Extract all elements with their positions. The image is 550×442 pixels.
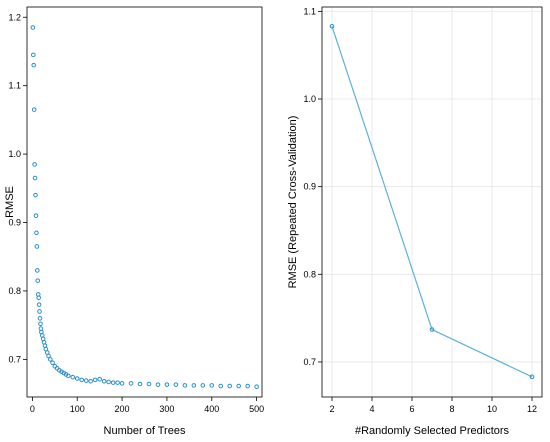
x-ticks: 2 4 6 8 10 12 xyxy=(329,397,537,414)
x-axis-label: Number of Trees xyxy=(104,425,186,437)
x-tick-label: 2 xyxy=(329,404,334,414)
y-tick-label: 0.7 xyxy=(303,357,316,367)
data-point xyxy=(529,374,535,380)
x-ticks: 0 100 200 300 400 500 xyxy=(30,397,264,414)
y-ticks: 0.7 0.8 0.9 1.0 1.1 xyxy=(303,6,322,367)
data-point xyxy=(254,384,259,390)
y-tick-label: 0.7 xyxy=(8,354,21,364)
x-tick-label: 6 xyxy=(409,404,414,414)
data-point xyxy=(32,175,38,181)
x-tick-label: 10 xyxy=(487,404,497,414)
y-tick-label: 0.9 xyxy=(8,218,21,228)
data-point xyxy=(74,376,80,381)
data-point xyxy=(33,213,39,218)
x-tick-label: 100 xyxy=(70,404,85,414)
data-point xyxy=(110,380,116,385)
data-point xyxy=(236,383,241,389)
x-tick-label: 300 xyxy=(159,404,174,414)
series-line xyxy=(331,26,533,378)
x-tick-label: 500 xyxy=(249,404,264,414)
data-point xyxy=(173,382,179,387)
data-point xyxy=(88,378,93,384)
data-point xyxy=(36,302,42,307)
y-tick-label: 1.2 xyxy=(8,12,21,22)
data-point xyxy=(429,327,435,332)
y-axis-label: RMSE xyxy=(4,186,16,218)
data-point xyxy=(191,383,197,388)
y-tick-label: 1.0 xyxy=(8,149,21,159)
y-axis-label: RMSE (Repeated Cross-Validation) xyxy=(287,116,299,289)
data-points xyxy=(329,23,535,380)
data-point xyxy=(30,52,36,58)
x-tick-label: 0 xyxy=(30,404,35,414)
data-point xyxy=(34,244,40,249)
data-point xyxy=(35,268,40,273)
x-axis-label: #Randomly Selected Predictors xyxy=(355,425,510,437)
data-point xyxy=(33,192,38,198)
panel-predictors: 2 4 6 8 10 12 0.7 0.8 0.9 1.0 1.1 #Randomly Selec… xyxy=(287,6,543,437)
data-point xyxy=(128,381,134,386)
data-point xyxy=(329,23,335,29)
data-point xyxy=(36,295,41,301)
data-point xyxy=(115,380,120,385)
grid-lines xyxy=(322,7,542,397)
data-point xyxy=(31,107,37,112)
data-point xyxy=(146,381,152,387)
data-point xyxy=(106,379,111,385)
plot-frame xyxy=(26,6,263,398)
data-point xyxy=(155,382,161,387)
series-polyline xyxy=(331,26,533,378)
data-point xyxy=(46,353,51,359)
data-point xyxy=(218,383,224,389)
data-point xyxy=(65,373,71,379)
data-point xyxy=(182,383,188,388)
data-point xyxy=(164,382,170,387)
data-point xyxy=(79,377,85,383)
y-tick-label: 0.8 xyxy=(303,269,316,279)
data-point xyxy=(119,381,125,386)
data-point xyxy=(97,376,102,382)
y-tick-label: 0.9 xyxy=(303,182,316,192)
y-tick-label: 0.8 xyxy=(8,286,21,296)
x-tick-label: 400 xyxy=(204,404,219,414)
y-tick-label: 1.1 xyxy=(8,81,21,91)
panel-trees: 0 100 200 300 400 500 0.7 0.8 0.9 1.0 1.1 1.2 Numb… xyxy=(4,6,264,437)
data-point xyxy=(48,357,53,362)
data-point xyxy=(37,309,42,314)
x-tick-label: 200 xyxy=(115,404,130,414)
data-point xyxy=(70,374,76,380)
data-point xyxy=(227,383,233,389)
data-point xyxy=(34,230,39,236)
data-points xyxy=(30,25,259,390)
data-point xyxy=(200,383,206,388)
data-point xyxy=(92,377,98,383)
data-point xyxy=(35,278,41,283)
data-point xyxy=(101,378,107,384)
data-point xyxy=(209,383,215,388)
data-point xyxy=(83,378,89,383)
plot-frame xyxy=(321,6,543,398)
data-point xyxy=(30,25,36,30)
y-ticks: 0.7 0.8 0.9 1.0 1.1 1.2 xyxy=(8,12,27,364)
data-point xyxy=(32,162,37,167)
data-point xyxy=(31,62,37,68)
data-point xyxy=(245,383,250,389)
data-point xyxy=(38,321,43,327)
y-tick-label: 1.1 xyxy=(303,6,316,16)
data-point xyxy=(37,316,43,321)
x-tick-label: 8 xyxy=(449,404,454,414)
data-point xyxy=(50,360,55,366)
x-tick-label: 4 xyxy=(369,404,374,414)
data-point xyxy=(137,381,143,387)
y-tick-label: 1.0 xyxy=(303,94,316,104)
x-tick-label: 12 xyxy=(527,404,537,414)
